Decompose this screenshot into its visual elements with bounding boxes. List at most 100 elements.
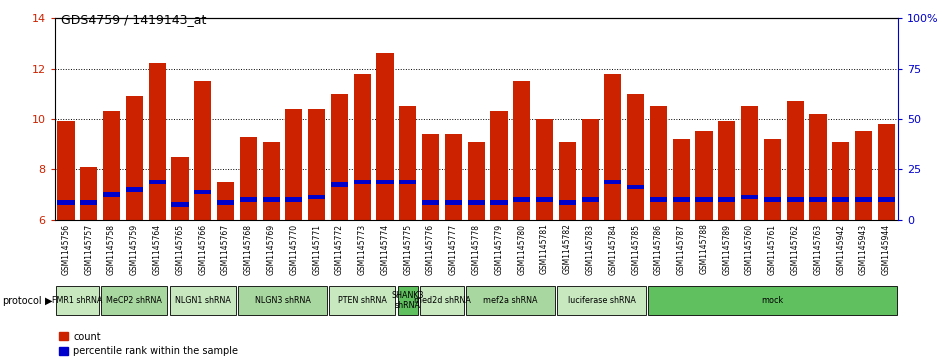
Bar [855,197,872,202]
Bar [377,53,394,220]
Bar [80,200,97,204]
Bar [353,180,371,184]
Text: NLGN1 shRNA: NLGN1 shRNA [175,296,231,305]
Text: GSM1145758: GSM1145758 [107,224,116,274]
Text: GSM1145783: GSM1145783 [586,224,594,274]
FancyBboxPatch shape [466,286,555,315]
Bar [194,81,211,220]
Bar [764,197,781,202]
FancyBboxPatch shape [329,286,396,315]
Bar [399,180,416,184]
Text: PTEN shRNA: PTEN shRNA [338,296,386,305]
Bar [627,185,644,189]
Bar [103,192,121,197]
Bar [559,200,576,204]
Text: GSM1145770: GSM1145770 [289,224,299,275]
Text: GSM1145943: GSM1145943 [859,224,868,275]
Text: GSM1145768: GSM1145768 [244,224,252,274]
Text: luciferase shRNA: luciferase shRNA [568,296,636,305]
Bar [627,94,644,220]
Text: GSM1145772: GSM1145772 [335,224,344,274]
FancyBboxPatch shape [56,286,99,315]
Bar [764,139,781,220]
Text: GSM1145761: GSM1145761 [768,224,777,274]
Bar [878,197,895,202]
FancyBboxPatch shape [557,286,646,315]
Bar [467,200,485,204]
Bar [422,134,439,220]
Bar [149,64,166,220]
Text: GSM1145773: GSM1145773 [358,224,366,275]
Text: GSM1145760: GSM1145760 [745,224,755,275]
FancyBboxPatch shape [648,286,897,315]
Bar [491,111,508,220]
Text: GSM1145781: GSM1145781 [540,224,549,274]
Text: GSM1145779: GSM1145779 [495,224,503,275]
Text: GSM1145763: GSM1145763 [814,224,822,275]
Bar [741,195,758,199]
Text: GSM1145787: GSM1145787 [676,224,686,274]
Bar [399,106,416,220]
Bar [719,197,736,202]
Bar [491,200,508,204]
Bar [194,190,211,195]
Bar [217,200,234,204]
Bar [513,81,530,220]
Text: GDS4759 / 1419143_at: GDS4759 / 1419143_at [61,13,206,26]
Bar [605,74,622,220]
Bar [263,142,280,220]
Bar [217,182,234,220]
Text: GSM1145778: GSM1145778 [472,224,480,274]
FancyBboxPatch shape [170,286,236,315]
Text: GSM1145776: GSM1145776 [426,224,435,275]
Text: GSM1145769: GSM1145769 [267,224,276,275]
Text: GSM1145771: GSM1145771 [312,224,321,274]
Bar [832,197,850,202]
Legend: count, percentile rank within the sample: count, percentile rank within the sample [59,331,238,356]
Text: GSM1145764: GSM1145764 [153,224,162,275]
Text: GSM1145786: GSM1145786 [654,224,663,274]
Text: GSM1145789: GSM1145789 [723,224,731,274]
Text: GSM1145757: GSM1145757 [85,224,93,275]
Text: NLGN3 shRNA: NLGN3 shRNA [254,296,311,305]
Text: GSM1145775: GSM1145775 [403,224,413,275]
Bar [855,131,872,220]
FancyBboxPatch shape [398,286,418,315]
Bar [536,119,553,220]
Bar [787,101,804,220]
Bar [878,124,895,220]
Text: GSM1145756: GSM1145756 [61,224,71,275]
Text: GSM1145762: GSM1145762 [790,224,800,274]
Bar [809,197,826,202]
Text: protocol: protocol [2,295,41,306]
Text: mock: mock [761,296,784,305]
Bar [126,187,143,192]
Bar [57,200,74,204]
Bar [650,197,667,202]
Text: GSM1145777: GSM1145777 [449,224,458,275]
Text: GSM1145785: GSM1145785 [631,224,641,274]
Bar [513,197,530,202]
Bar [787,197,804,202]
Bar [240,136,257,220]
Bar [650,106,667,220]
Text: med2d shRNA: med2d shRNA [414,296,470,305]
Text: GSM1145774: GSM1145774 [381,224,390,275]
Bar [308,195,325,199]
Bar [377,180,394,184]
Bar [263,197,280,202]
Bar [467,142,485,220]
Bar [719,121,736,220]
Text: GSM1145765: GSM1145765 [175,224,185,275]
Bar [445,200,462,204]
FancyBboxPatch shape [420,286,463,315]
Text: GSM1145788: GSM1145788 [700,224,708,274]
Text: MeCP2 shRNA: MeCP2 shRNA [106,296,162,305]
Bar [308,109,325,220]
Text: SHANK3
shRNA: SHANK3 shRNA [392,291,424,310]
Bar [536,197,553,202]
FancyBboxPatch shape [238,286,327,315]
Bar [80,167,97,220]
Text: GSM1145782: GSM1145782 [562,224,572,274]
Bar [695,131,712,220]
